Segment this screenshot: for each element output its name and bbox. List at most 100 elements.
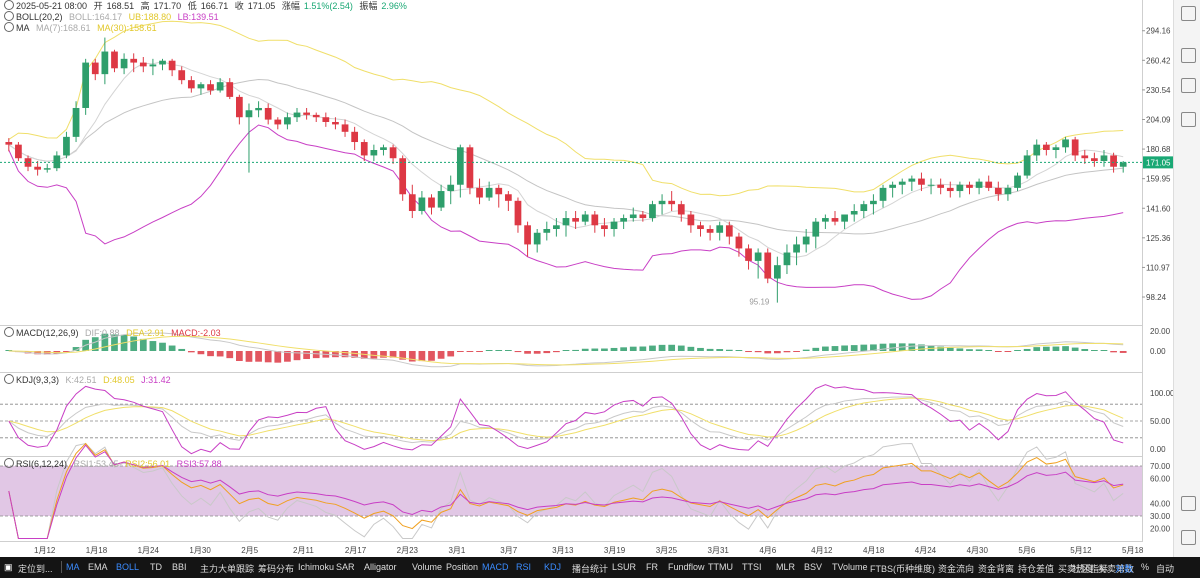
macd-bar: [639, 346, 647, 351]
bar-right-0[interactable]: 社区指标: [1072, 564, 1109, 574]
indicator-0[interactable]: MA: [66, 562, 80, 572]
boll-mid-line: [8, 78, 1124, 235]
macd-bar: [447, 351, 455, 357]
chart-svg[interactable]: 294.16 260.42 230.54 204.09 180.68 159.95 141.…: [0, 0, 1173, 557]
indicator-20[interactable]: TTSI: [742, 562, 762, 572]
indicator-4[interactable]: BBI: [172, 562, 187, 572]
time-axis-label: 2月23: [397, 546, 419, 555]
indicator-7[interactable]: Ichimoku: [298, 562, 335, 572]
macd-bar: [1023, 348, 1031, 351]
time-axis-label: 3月7: [500, 546, 517, 555]
candle-body: [428, 197, 435, 208]
candle-body: [264, 107, 272, 120]
indicator-5[interactable]: 主力大单跟踪: [200, 564, 255, 574]
macd-settings-icon[interactable]: [4, 327, 14, 337]
bar-right-1[interactable]: 对数: [1115, 564, 1134, 574]
indicator-25[interactable]: 资金流向: [938, 564, 975, 574]
indicator-17[interactable]: FR: [646, 562, 658, 572]
indicator-11[interactable]: Position: [446, 562, 479, 572]
locate-to-button[interactable]: 定位到...: [18, 564, 53, 574]
boll-settings-icon[interactable]: [4, 11, 14, 21]
bar-right-3[interactable]: 自动: [1156, 564, 1175, 574]
macd-bar: [332, 351, 339, 358]
indicator-23[interactable]: TVolume: [832, 562, 868, 572]
candle-body: [620, 218, 628, 222]
indicator-28[interactable]: 买卖热度: [1058, 564, 1095, 574]
macd-bar: [168, 345, 176, 351]
candle-body: [139, 62, 147, 67]
candle-body: [485, 187, 493, 198]
price-tick-label: 141.60: [1146, 204, 1171, 213]
candle-body: [408, 194, 416, 212]
candle-body: [735, 236, 743, 249]
macd-bar: [72, 347, 80, 351]
bar-date: 2025-05-21 08:00: [16, 1, 88, 11]
ma-settings-icon[interactable]: [4, 22, 14, 32]
candle-body: [197, 84, 205, 89]
fullscreen-icon[interactable]: [1181, 6, 1196, 21]
candle-body: [216, 82, 224, 91]
indicator-26[interactable]: 资金背离: [978, 564, 1015, 574]
macd-bar: [245, 351, 253, 362]
settings-panel-icon[interactable]: [1181, 530, 1196, 545]
indicator-29[interactable]: 买卖第数: [1098, 564, 1135, 574]
time-axis-label: 3月19: [604, 546, 626, 555]
candle-body: [5, 142, 13, 145]
indicator-27[interactable]: 持仓差值: [1018, 564, 1055, 574]
layout-icon[interactable]: [1181, 78, 1196, 93]
indicator-1[interactable]: EMA: [88, 562, 108, 572]
indicator-24[interactable]: FTBS(币种维度): [870, 564, 935, 574]
rsi-settings-icon[interactable]: [4, 458, 14, 468]
candle-body: [91, 62, 99, 75]
macd-bar: [533, 351, 541, 354]
candle-body: [562, 218, 570, 226]
indicator-21[interactable]: MLR: [776, 562, 796, 572]
settings-icon[interactable]: [4, 0, 14, 10]
indicator-16[interactable]: LSUR: [612, 562, 637, 572]
indicator-6[interactable]: 筹码分布: [258, 564, 295, 574]
kdj-header: KDJ(9,3,3) K:42.51 D:48.05 J:31.42: [4, 374, 175, 386]
bar-right-2[interactable]: %: [1141, 562, 1150, 572]
macd-bar: [312, 351, 320, 359]
kdj-tick-label: 100.00: [1150, 389, 1173, 398]
macd-bar: [773, 351, 781, 354]
share-icon[interactable]: [1181, 496, 1196, 511]
indicator-18[interactable]: Fundflow: [668, 562, 705, 572]
kdj-settings-icon[interactable]: [4, 374, 14, 384]
indicator-19[interactable]: TTMU: [708, 562, 733, 572]
indicator-12[interactable]: MACD: [482, 562, 509, 572]
macd-bar: [985, 350, 993, 351]
indicator-9[interactable]: Alligator: [364, 562, 397, 572]
boll-mid-value: BOLL:164.17: [69, 12, 123, 22]
time-axis-label: 4月30: [967, 546, 989, 555]
indicator-14[interactable]: KDJ: [544, 562, 562, 572]
candle-body: [43, 168, 51, 170]
drawing-tool-icon[interactable]: [1181, 48, 1196, 63]
macd-bar: [841, 345, 848, 351]
macd-bar: [1119, 351, 1127, 353]
indicator-icon[interactable]: [1181, 112, 1196, 127]
time-axis-label: 1月24: [138, 546, 160, 555]
macd-bar: [994, 351, 1002, 352]
price-tick-label: 98.24: [1146, 293, 1167, 302]
candle-body: [380, 147, 387, 150]
candle-body: [418, 197, 426, 212]
indicator-10[interactable]: Volume: [412, 562, 443, 572]
indicator-2[interactable]: BOLL: [116, 562, 140, 572]
indicator-15[interactable]: 播台统计: [572, 564, 609, 574]
indicator-8[interactable]: SAR: [336, 562, 355, 572]
high-value: 171.70: [153, 1, 182, 11]
candle-body: [274, 119, 282, 125]
indicator-13[interactable]: RSI: [516, 562, 532, 572]
macd-bar: [428, 351, 435, 361]
macd-bar: [91, 337, 99, 351]
boll-header: BOLL(20,2) BOLL:164.17 UB:188.80 LB:139.…: [4, 11, 223, 23]
indicator-22[interactable]: BSV: [804, 562, 823, 572]
locate-icon[interactable]: ▣: [4, 562, 13, 572]
rsi-tick-label: 30.00: [1150, 512, 1171, 521]
candle-body: [677, 204, 685, 215]
indicator-3[interactable]: TD: [150, 562, 162, 572]
candle-body: [63, 136, 70, 156]
low-price-marker: 95.19: [749, 298, 770, 307]
